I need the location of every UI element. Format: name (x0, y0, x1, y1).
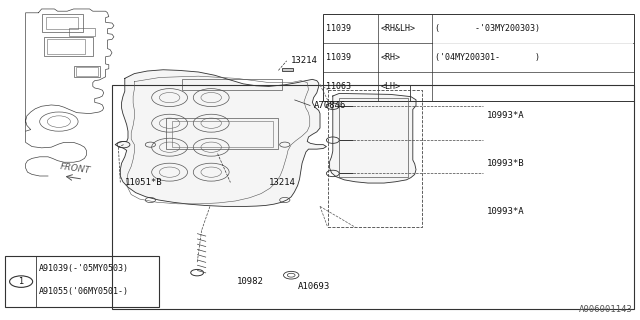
Bar (112, 85, 634, 309)
Bar (46, 17, 78, 29)
Text: 10982: 10982 (237, 277, 264, 286)
Bar (69, 28, 95, 36)
Text: A70846: A70846 (314, 101, 346, 110)
Text: 13214: 13214 (269, 178, 296, 187)
Bar (166, 118, 278, 149)
Text: A91039(-'05MY0503): A91039(-'05MY0503) (39, 264, 129, 273)
Text: <RH&LH>: <RH&LH> (380, 24, 415, 33)
Bar (44, 37, 93, 56)
Polygon shape (330, 93, 416, 183)
Text: A10693: A10693 (298, 282, 330, 291)
Text: ('04MY200301-       ): ('04MY200301- ) (435, 53, 540, 62)
Bar (172, 121, 273, 147)
Text: 10993*A: 10993*A (486, 207, 524, 216)
Text: <RH>: <RH> (380, 53, 400, 62)
Text: 13214: 13214 (291, 56, 318, 65)
Bar (182, 79, 282, 90)
Bar (74, 66, 100, 77)
Text: A91055('06MY0501-): A91055('06MY0501-) (39, 287, 129, 296)
Text: 11051*B: 11051*B (125, 178, 163, 187)
Text: 10993*A: 10993*A (486, 111, 524, 120)
Text: 11039: 11039 (326, 24, 351, 33)
Bar (5, 256, 159, 307)
Bar (323, 14, 634, 101)
Text: <LH>: <LH> (380, 82, 400, 91)
Text: 10993*B: 10993*B (486, 159, 524, 168)
Bar (42, 14, 83, 32)
Bar (282, 68, 293, 71)
Text: 1: 1 (19, 277, 24, 286)
Text: FRONT: FRONT (60, 162, 92, 175)
Text: 11063: 11063 (326, 82, 351, 91)
Bar (339, 98, 408, 177)
Text: 11039: 11039 (326, 53, 351, 62)
Text: (       -'03MY200303): ( -'03MY200303) (435, 24, 540, 33)
Polygon shape (115, 70, 326, 206)
Bar (76, 67, 98, 76)
Bar (47, 39, 85, 54)
Text: A006001143: A006001143 (579, 305, 632, 314)
